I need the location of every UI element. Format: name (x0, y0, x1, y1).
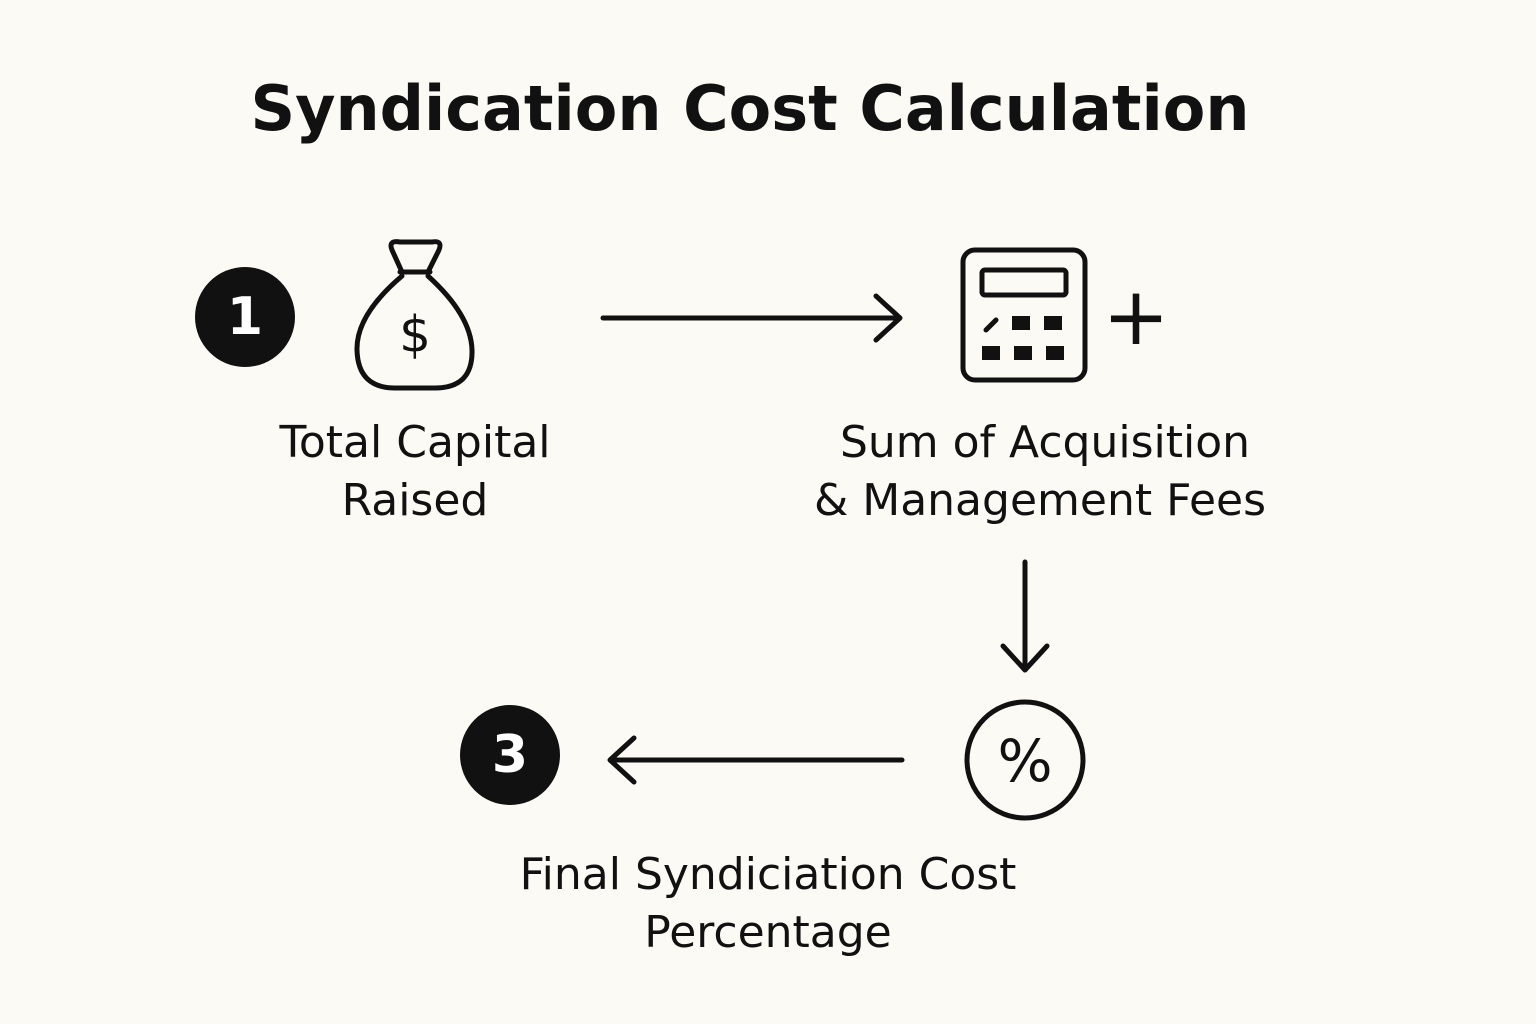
arrow-right (600, 293, 903, 343)
arrow-left (607, 735, 905, 785)
badge-number: 1 (227, 287, 263, 347)
badge (195, 267, 295, 367)
step-label: Raised (342, 475, 489, 526)
step-label: Sum of Acquisition (840, 417, 1250, 468)
step-label: Total Capital (278, 417, 550, 468)
money-bag-icon (354, 239, 475, 391)
calculator-icon (960, 247, 1088, 383)
icon-symbol: % (997, 727, 1052, 795)
step-label: Final Syndiciation Cost (520, 849, 1017, 900)
badge-number: 3 (492, 725, 528, 785)
step-label: Percentage (644, 907, 892, 958)
icon-symbol: $ (399, 306, 431, 364)
plus-symbol: + (1102, 270, 1169, 363)
title: Syndication Cost Calculation (250, 72, 1249, 145)
arrow-down (1000, 559, 1050, 673)
step-label: & Management Fees (814, 475, 1266, 526)
badge (460, 705, 560, 805)
percent-icon (964, 699, 1086, 821)
